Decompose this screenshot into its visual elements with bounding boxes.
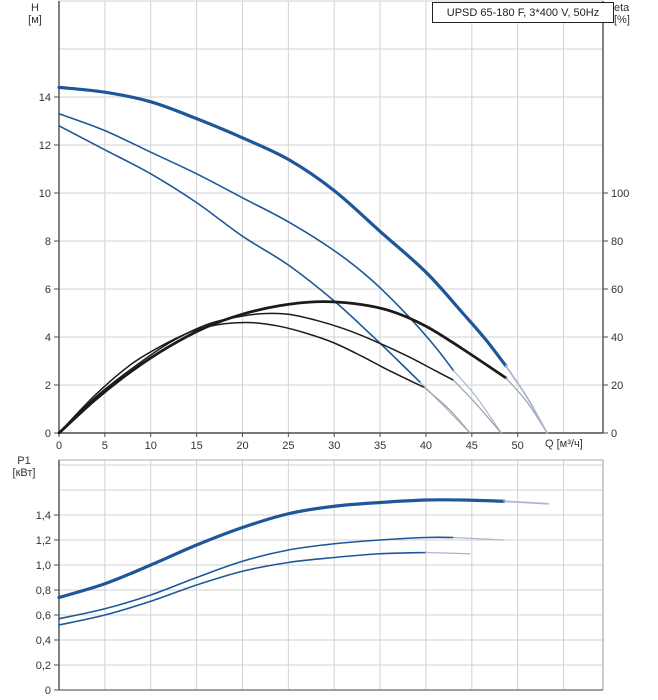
svg-text:1,4: 1,4 — [36, 510, 51, 522]
q-axis-label: Q [м³/ч] — [545, 438, 583, 450]
svg-text:80: 80 — [611, 236, 623, 248]
svg-text:45: 45 — [466, 440, 478, 452]
p1-axis-name: P1 — [17, 455, 31, 467]
svg-text:0: 0 — [56, 440, 62, 452]
h-axis-unit: [м] — [28, 14, 42, 26]
svg-text:8: 8 — [45, 236, 51, 248]
svg-text:30: 30 — [328, 440, 340, 452]
svg-text:40: 40 — [420, 440, 432, 452]
pump-model-label: UPSD 65-180 F, 3*400 V, 50Hz — [432, 2, 614, 23]
eta-axis-unit: [%] — [614, 14, 630, 26]
svg-text:0,4: 0,4 — [36, 635, 51, 647]
eta-axis-name: eta — [614, 2, 630, 14]
svg-text:35: 35 — [374, 440, 386, 452]
svg-text:0,2: 0,2 — [36, 660, 51, 672]
svg-text:100: 100 — [611, 188, 629, 200]
svg-text:20: 20 — [236, 440, 248, 452]
h-axis-label: H [м] — [22, 2, 48, 26]
svg-text:20: 20 — [611, 380, 623, 392]
svg-text:0: 0 — [45, 428, 51, 440]
svg-text:2: 2 — [45, 380, 51, 392]
svg-text:0,8: 0,8 — [36, 585, 51, 597]
svg-text:14: 14 — [39, 92, 51, 104]
svg-text:12: 12 — [39, 140, 51, 152]
eta-axis-label: eta [%] — [614, 2, 650, 26]
svg-text:60: 60 — [611, 284, 623, 296]
svg-text:6: 6 — [45, 284, 51, 296]
svg-text:0: 0 — [611, 428, 617, 440]
p1-axis-label: P1 [кВт] — [2, 455, 46, 479]
svg-text:50: 50 — [512, 440, 524, 452]
svg-text:15: 15 — [190, 440, 202, 452]
svg-text:0: 0 — [45, 685, 51, 697]
svg-text:5: 5 — [102, 440, 108, 452]
svg-text:1,2: 1,2 — [36, 535, 51, 547]
svg-text:25: 25 — [282, 440, 294, 452]
svg-text:1,0: 1,0 — [36, 560, 51, 572]
svg-text:10: 10 — [145, 440, 157, 452]
svg-text:40: 40 — [611, 332, 623, 344]
svg-text:4: 4 — [45, 332, 51, 344]
svg-text:0,6: 0,6 — [36, 610, 51, 622]
h-axis-name: H — [31, 2, 39, 14]
p1-axis-unit: [кВт] — [12, 467, 36, 479]
svg-text:10: 10 — [39, 188, 51, 200]
